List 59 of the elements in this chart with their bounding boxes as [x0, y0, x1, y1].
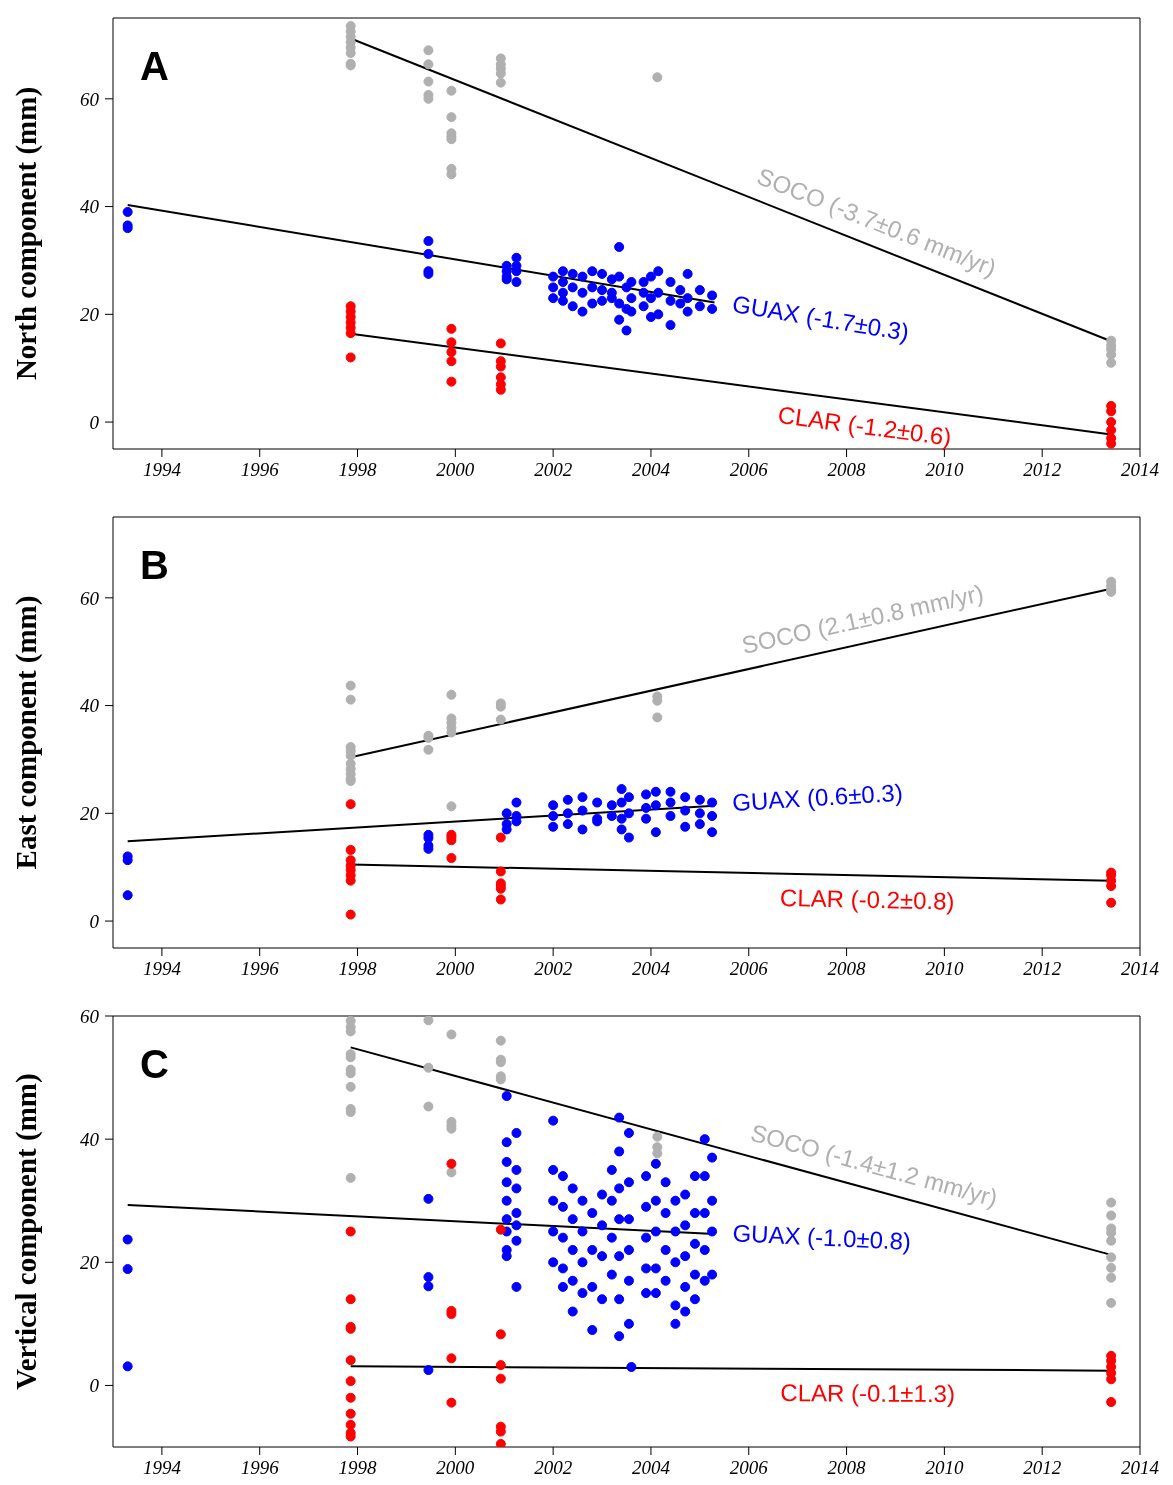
annotation: CLAR (-0.2±0.8)	[779, 883, 955, 915]
y-tick-label: 60	[80, 587, 100, 609]
x-tick-label: 2004	[631, 958, 671, 980]
y-tick-label: 0	[89, 910, 100, 932]
annotation: GUAX (-1.0±0.8)	[731, 1219, 912, 1255]
x-tick-label: 2006	[729, 459, 769, 481]
y-tick-label: 40	[80, 695, 100, 717]
y-axis-title: Vertical component (mm)	[10, 1073, 44, 1390]
annotation: SOCO (2.1±0.8 mm/yr)	[739, 579, 986, 659]
y-tick-label: 0	[89, 411, 100, 433]
annotation: GUAX (0.6±0.3)	[731, 778, 904, 816]
annotation: SOCO (-1.4±1.2 mm/yr)	[747, 1118, 1001, 1212]
x-tick-label: 1998	[338, 958, 378, 980]
x-tick-label: 2010	[925, 958, 964, 980]
x-tick-label: 2006	[729, 1457, 769, 1479]
x-tick-label: 1996	[240, 958, 280, 980]
annotation: GUAX (-1.7±0.3)	[730, 289, 911, 346]
y-axis-title: East component (mm)	[10, 595, 44, 870]
y-tick-label: 20	[80, 803, 100, 825]
annotation: CLAR (-1.2±0.6)	[776, 401, 953, 451]
x-tick-label: 2004	[631, 1457, 671, 1479]
x-tick-label: 2008	[827, 459, 867, 481]
x-tick-label: 2006	[729, 958, 769, 980]
x-tick-label: 1996	[240, 1457, 280, 1479]
x-tick-label: 2010	[925, 1457, 964, 1479]
y-tick-label: 0	[89, 1375, 100, 1397]
y-axis-title: North component (mm)	[10, 86, 44, 381]
x-tick-label: 2014	[1121, 958, 1160, 980]
y-tick-label: 40	[80, 196, 100, 218]
x-tick-label: 2014	[1121, 1457, 1160, 1479]
x-tick-label: 1994	[142, 459, 182, 481]
x-tick-label: 2008	[827, 958, 867, 980]
text: A	[140, 44, 169, 88]
x-tick-label: 2000	[436, 958, 475, 980]
x-tick-label: 2004	[631, 459, 671, 481]
x-tick-label: 2012	[1023, 1457, 1062, 1479]
x-tick-label: 2012	[1023, 459, 1062, 481]
x-tick-label: 1994	[142, 1457, 182, 1479]
x-tick-label: 1994	[142, 958, 182, 980]
text: C	[140, 1042, 169, 1086]
x-tick-label: 2002	[534, 459, 573, 481]
x-tick-label: 1998	[338, 1457, 378, 1479]
y-tick-label: 20	[80, 1252, 100, 1274]
x-tick-label: 2008	[827, 1457, 867, 1479]
text: B	[140, 543, 169, 587]
x-tick-label: 2010	[925, 459, 964, 481]
y-tick-label: 60	[80, 1005, 100, 1027]
x-tick-label: 2002	[534, 958, 573, 980]
y-tick-label: 60	[80, 88, 100, 110]
annotation: CLAR (-0.1±1.3)	[780, 1379, 956, 1408]
x-tick-label: 1996	[240, 459, 280, 481]
y-tick-label: 20	[80, 304, 100, 326]
x-tick-label: 2002	[534, 1457, 573, 1479]
y-tick-label: 40	[80, 1128, 100, 1150]
x-tick-label: 2014	[1121, 459, 1160, 481]
x-tick-label: 2012	[1023, 958, 1062, 980]
x-tick-label: 2000	[436, 1457, 475, 1479]
x-tick-label: 2000	[436, 459, 475, 481]
x-tick-label: 1998	[338, 459, 378, 481]
